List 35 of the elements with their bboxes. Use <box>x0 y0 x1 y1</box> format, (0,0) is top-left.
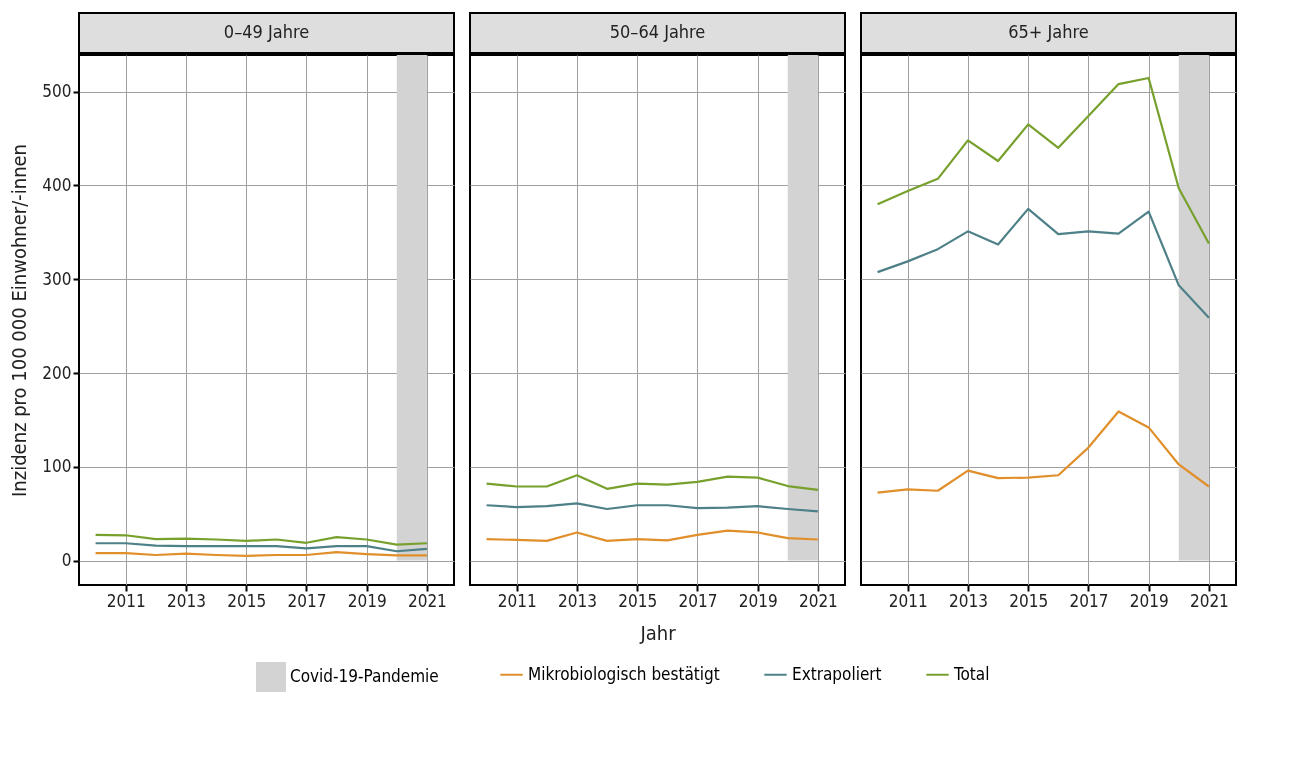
x-tick-label: 2019 <box>347 590 387 611</box>
legend-label: Total <box>953 663 990 684</box>
x-tick-label: 2019 <box>1129 590 1169 611</box>
x-tick-label: 2013 <box>948 590 988 611</box>
chart-title: 50–64 Jahre <box>609 21 706 42</box>
x-tick-label: 2019 <box>738 590 778 611</box>
line-series <box>94 542 428 553</box>
x-axis-title: Jahr <box>639 620 677 645</box>
legend-label: Mikrobiologisch bestätigt <box>528 663 720 684</box>
x-tick-label: 2011 <box>888 590 928 611</box>
x-tick-label: 2021 <box>407 590 447 611</box>
chart-title: 65+ Jahre <box>1008 21 1089 42</box>
y-tick-label: 200 <box>42 362 72 383</box>
x-tick-label: 2015 <box>227 590 267 611</box>
y-tick-label: 400 <box>42 174 72 195</box>
y-tick-label: 300 <box>42 268 72 289</box>
x-tick-label: 2011 <box>497 590 537 611</box>
x-tick-label: 2013 <box>166 590 206 611</box>
x-tick-label: 2017 <box>287 590 327 611</box>
x-tick-label: 2021 <box>1189 590 1229 611</box>
x-tick-label: 2017 <box>678 590 718 611</box>
legend-label: Covid-19-Pandemie <box>290 666 439 686</box>
x-tick-label: 2021 <box>798 590 838 611</box>
y-axis-title: Inzidenz pro 100 000 Einwohner/-innen <box>7 143 32 498</box>
x-tick-label: 2015 <box>1009 590 1049 611</box>
x-tick-label: 2013 <box>557 590 597 611</box>
legend-label: Extrapoliert <box>792 663 882 684</box>
line-series <box>94 533 428 546</box>
x-tick-label: 2017 <box>1069 590 1109 611</box>
y-tick-label: 500 <box>42 81 72 102</box>
y-tick-label: 100 <box>42 456 72 477</box>
y-tick-label: 0 <box>61 550 72 571</box>
chart-title: 0–49 Jahre <box>223 21 310 42</box>
x-tick-label: 2015 <box>618 590 658 611</box>
x-tick-label: 2011 <box>106 590 146 611</box>
